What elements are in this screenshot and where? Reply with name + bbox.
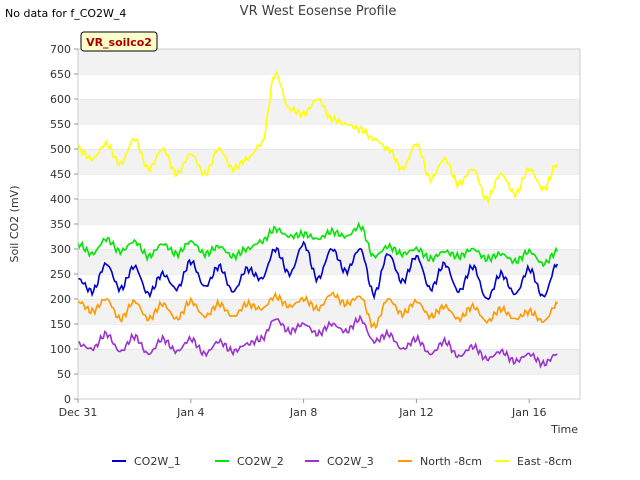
legend-entry: CO2W_1	[112, 455, 181, 468]
y-tick-label: 450	[50, 168, 71, 181]
y-tick-label: 300	[50, 243, 71, 256]
legend-label: North -8cm	[420, 455, 482, 468]
y-axis-ticks: 0 50 100 150 200 250 300 350 400 450 500 550 600 650 7…	[50, 43, 78, 406]
grid-band	[78, 124, 580, 149]
x-tick-label: Jan 4	[176, 406, 204, 419]
no-data-note: No data for f_CO2W_4	[5, 7, 127, 20]
legend-entry: North -8cm	[398, 455, 482, 468]
x-tick-label: Jan 16	[511, 406, 546, 419]
y-tick-label: 0	[64, 393, 71, 406]
series-line-co2w-2	[77, 221, 559, 268]
x-tick-label: Dec 31	[59, 406, 98, 419]
grid-band	[78, 199, 580, 224]
x-tick-label: Jan 8	[289, 406, 317, 419]
grid-band	[78, 149, 580, 174]
grid-band	[78, 99, 580, 124]
series-line-north-8cm	[77, 291, 559, 330]
x-axis-label: Time	[550, 423, 578, 436]
legend-label: CO2W_2	[237, 455, 284, 468]
series-layer	[77, 70, 559, 369]
series-line-east-8cm	[77, 70, 559, 205]
series-line-co2w-1	[77, 240, 559, 301]
y-tick-label: 50	[57, 368, 71, 381]
grid-band	[78, 374, 580, 399]
legend-entry: CO2W_2	[215, 455, 284, 468]
grid-bands	[78, 48, 580, 399]
grid-band	[78, 74, 580, 99]
legend-label: East -8cm	[517, 455, 572, 468]
y-tick-label: 650	[50, 68, 71, 81]
y-tick-label: 550	[50, 118, 71, 131]
y-tick-label: 150	[50, 318, 71, 331]
series-line-co2w-3	[77, 314, 558, 369]
grid-band	[78, 349, 580, 374]
grid-band	[78, 299, 580, 324]
x-axis-ticks: Dec 31 Jan 4 Jan 8 Jan 12 Jan 16	[59, 399, 546, 419]
y-tick-label: 700	[50, 43, 71, 56]
badge-label: VR_soilco2	[86, 36, 152, 49]
y-tick-label: 400	[50, 193, 71, 206]
legend: CO2W_1 CO2W_2 CO2W_3 North -8cm East -8cm	[112, 455, 572, 468]
y-axis-label: Soil CO2 (mV)	[8, 186, 21, 263]
grid-band	[78, 324, 580, 349]
legend-label: CO2W_3	[327, 455, 374, 468]
grid-band	[78, 224, 580, 249]
y-tick-label: 350	[50, 218, 71, 231]
legend-entry: East -8cm	[495, 455, 572, 468]
y-tick-label: 500	[50, 143, 71, 156]
y-tick-label: 250	[50, 268, 71, 281]
y-tick-label: 100	[50, 343, 71, 356]
y-tick-label: 600	[50, 93, 71, 106]
badge: VR_soilco2	[80, 31, 158, 52]
grid-band	[78, 49, 580, 74]
y-tick-label: 200	[50, 293, 71, 306]
x-tick-label: Jan 12	[398, 406, 433, 419]
chart-title: VR West Eosense Profile	[240, 4, 397, 19]
legend-entry: CO2W_3	[305, 455, 374, 468]
legend-label: CO2W_1	[134, 455, 181, 468]
